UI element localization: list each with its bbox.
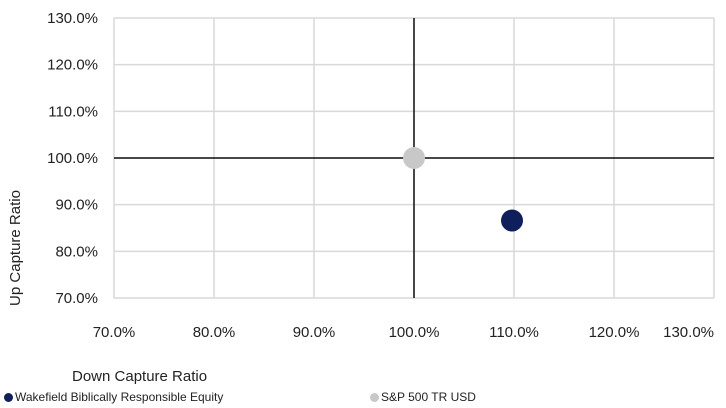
y-tick-label: 80.0% [55,243,98,260]
x-tick-label: 100.0% [389,324,440,341]
legend-marker-icon [370,392,379,402]
legend-label: S&P 500 TR USD [381,390,476,404]
x-tick-label: 90.0% [293,324,336,341]
y-tick-label: 130.0% [47,10,98,27]
data-points [403,147,523,232]
x-tick-label: 130.0% [663,324,714,341]
x-tick-labels: 70.0% 80.0% 90.0% 100.0% 110.0% 120.0% 130.0% [93,324,714,341]
x-tick-label: 80.0% [193,324,236,341]
legend-item-sp500: S&P 500 TR USD [370,390,476,404]
y-axis-title: Up Capture Ratio [7,190,24,306]
x-axis-title: Down Capture Ratio [72,368,207,385]
legend-item-wakefield: Wakefield Biblically Responsible Equity [4,390,223,404]
x-tick-label: 120.0% [589,324,640,341]
x-tick-label: 110.0% [489,324,539,341]
x-tick-label: 70.0% [93,324,136,341]
y-tick-label: 100.0% [47,150,98,167]
scatter-chart: 70.0%80.0%90.0%100.0%110.0%120.0%130.0% … [7,10,715,385]
y-tick-label: 90.0% [55,197,98,214]
legend: Wakefield Biblically Responsible Equity … [4,390,724,408]
legend-label: Wakefield Biblically Responsible Equity [15,390,224,404]
y-tick-label: 70.0% [55,290,98,307]
data-point-wakefield [501,209,523,232]
data-point-sp500 [403,147,425,169]
y-tick-label: 110.0% [48,103,98,120]
legend-marker-icon [4,392,13,402]
y-tick-label: 120.0% [47,57,98,74]
y-tick-labels: 70.0% 80.0% 90.0% 100.0% 110.0% 120.0% 130.0% [47,10,98,307]
